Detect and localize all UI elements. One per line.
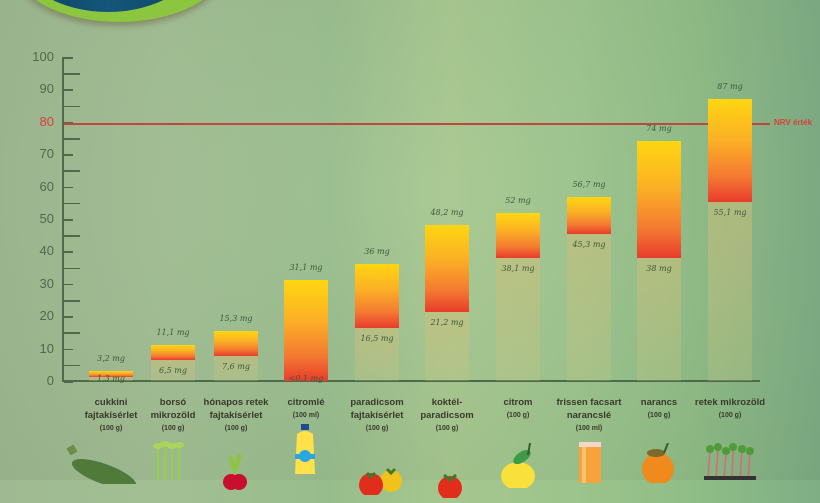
lemon-juice-bottle-icon	[290, 424, 320, 479]
category-unit: (100 g)	[188, 422, 284, 436]
y-tick	[64, 187, 73, 189]
y-minor-tick	[64, 73, 80, 75]
category-unit: (100 ml)	[541, 422, 637, 436]
category-unit: (100 g)	[682, 409, 778, 423]
min-value-label: 38 mg	[617, 264, 701, 273]
min-value-label: 1,3 mg	[69, 374, 153, 383]
lemon-icon	[498, 443, 538, 493]
y-tick-label: 40	[22, 243, 54, 258]
min-value-label: 38,1 mg	[476, 264, 560, 273]
range-bar	[355, 264, 399, 327]
min-value-label: <0,1 mg	[264, 374, 348, 383]
y-minor-tick	[64, 365, 80, 367]
y-tick	[64, 219, 73, 221]
y-minor-tick	[64, 170, 80, 172]
radish-microgreens-icon	[700, 440, 760, 485]
y-minor-tick	[64, 300, 80, 302]
nrv-label: NRV érték	[774, 118, 812, 127]
orange-icon	[638, 443, 678, 488]
max-value-label: 56,7 mg	[547, 180, 631, 189]
min-value-label: 55,1 mg	[688, 208, 772, 217]
y-minor-tick	[64, 332, 80, 334]
category-name-line1: retek mikrozöld	[682, 396, 778, 409]
y-tick	[64, 316, 73, 318]
y-tick-label: 70	[22, 146, 54, 161]
zucchini-icon	[66, 444, 136, 489]
max-value-label: 87 mg	[688, 82, 772, 91]
range-bar	[425, 225, 469, 312]
y-tick	[64, 154, 73, 156]
range-bar	[708, 99, 752, 202]
y-tick-label: 100	[22, 49, 54, 64]
orange-juice-glass-icon	[577, 438, 603, 488]
y-minor-tick	[64, 268, 80, 270]
min-value-label: 21,2 mg	[405, 318, 489, 327]
min-value-label: 45,3 mg	[547, 240, 631, 249]
y-tick-label: 10	[22, 341, 54, 356]
y-tick	[64, 251, 73, 253]
bar-base-shade	[496, 258, 540, 381]
range-bar	[214, 331, 258, 356]
bar-base-shade	[637, 258, 681, 381]
max-value-label: 48,2 mg	[405, 208, 489, 217]
min-value-label: 16,5 mg	[335, 334, 419, 343]
y-tick	[64, 349, 73, 351]
category-label: retek mikrozöld(100 g)	[682, 396, 778, 423]
cherry-tomato-icon	[435, 458, 465, 503]
y-tick-label: 90	[22, 81, 54, 96]
max-value-label: 74 mg	[617, 124, 701, 133]
bar-base-shade	[708, 202, 752, 381]
range-bar	[496, 213, 540, 258]
range-bar	[284, 280, 328, 380]
y-minor-tick	[64, 203, 80, 205]
y-tick-label: 60	[22, 179, 54, 194]
radish-icon	[220, 450, 250, 495]
y-tick-label: 50	[22, 211, 54, 226]
bar-base-shade	[567, 234, 611, 381]
y-minor-tick	[64, 235, 80, 237]
y-tick	[64, 57, 73, 59]
pea-sprouts-icon	[150, 440, 190, 485]
y-tick	[64, 284, 73, 286]
y-minor-tick	[64, 138, 80, 140]
category-unit: (100 g)	[399, 422, 495, 436]
min-value-label: 7,6 mg	[194, 362, 278, 371]
y-tick-label: 0	[22, 373, 54, 388]
max-value-label: 52 mg	[476, 196, 560, 205]
max-value-label: 31,1 mg	[264, 263, 348, 272]
max-value-label: 3,2 mg	[69, 354, 153, 363]
y-tick-label: 80	[22, 114, 54, 129]
max-value-label: 36 mg	[335, 247, 419, 256]
range-bar	[567, 197, 611, 234]
max-value-label: 15,3 mg	[194, 314, 278, 323]
range-bar	[151, 345, 195, 360]
max-value-label: 11,1 mg	[131, 328, 215, 337]
tomatoes-icon	[355, 455, 405, 500]
range-bar	[637, 141, 681, 258]
y-tick	[64, 89, 73, 91]
y-tick-label: 30	[22, 276, 54, 291]
y-tick-label: 20	[22, 308, 54, 323]
y-minor-tick	[64, 106, 80, 108]
